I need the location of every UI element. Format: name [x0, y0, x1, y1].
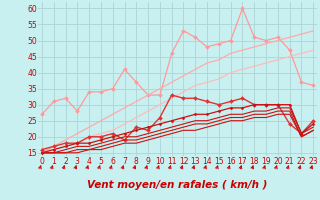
- X-axis label: Vent moyen/en rafales ( km/h ): Vent moyen/en rafales ( km/h ): [87, 180, 268, 190]
